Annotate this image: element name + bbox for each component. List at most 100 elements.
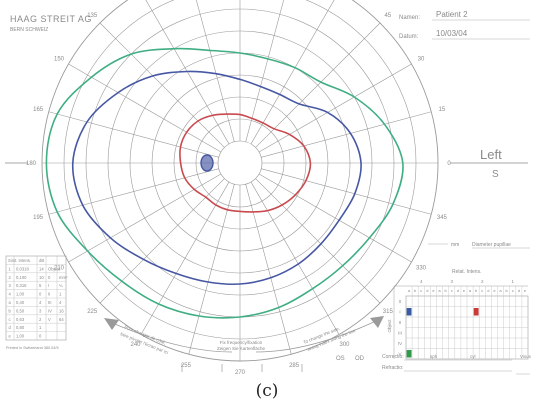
stim-area-cell: 16 xyxy=(59,308,64,313)
isopter-line-0 xyxy=(45,47,404,319)
stim-cell: 0,0318 xyxy=(16,266,29,271)
stim-header-db: dB xyxy=(39,258,44,263)
rel-sub-header: c xyxy=(420,288,422,293)
refractio-label: Refractio: xyxy=(382,365,403,371)
figure-caption: (c) xyxy=(255,381,279,401)
meridian-label: 240 xyxy=(130,342,141,348)
meridian-label: 165 xyxy=(33,107,44,113)
stim-cell: d xyxy=(9,325,12,330)
rel-object-label: Object xyxy=(387,319,392,333)
stim-area-cell: 1 xyxy=(59,292,62,297)
od-label: OD xyxy=(355,356,365,362)
stim-cell: 0,100 xyxy=(16,275,27,280)
field-grid xyxy=(41,0,439,362)
stim-area-cell: 4 xyxy=(59,300,62,305)
meridian-line xyxy=(258,63,412,153)
meridian-line xyxy=(145,0,230,145)
stim-cell: 0 xyxy=(39,334,42,339)
blind-spot xyxy=(200,154,214,172)
rel-sub-header: b xyxy=(414,288,417,293)
meridian-line xyxy=(245,0,284,142)
patient-name-value: Patient 2 xyxy=(436,10,468,19)
visus-label: Visus xyxy=(520,354,532,359)
meridian-label: 0 xyxy=(447,161,451,167)
stim-area-cell: 0 xyxy=(48,275,51,280)
rel-sub-header: d xyxy=(518,288,520,293)
sph-label: sph xyxy=(430,354,438,359)
rel-intensity-mark xyxy=(406,308,412,316)
date-value: 10/03/04 xyxy=(436,29,468,38)
rel-group-header: 2 xyxy=(481,279,484,284)
rel-sub-header: d xyxy=(457,288,459,293)
rel-sub-header: b xyxy=(445,288,448,293)
meridian-label: 330 xyxy=(416,266,427,272)
stim-cell: 1 xyxy=(39,325,42,330)
meridian-line xyxy=(255,178,381,304)
meridian-label: 30 xyxy=(418,57,425,63)
stim-cell: 2 xyxy=(39,317,42,322)
meridian-label: 270 xyxy=(235,370,246,376)
rel-row-label: 0 xyxy=(399,299,402,304)
stim-cell: 14 xyxy=(39,266,44,271)
stim-cell: e xyxy=(9,334,12,339)
printer-note: Printed in Switzerland 380.04/5 xyxy=(6,346,59,350)
stim-cell: 4 xyxy=(9,292,12,297)
meridian-line xyxy=(68,63,222,153)
rel-row-label: I xyxy=(399,310,400,315)
meridian-labels: 0153045607590105120135150165180195210225… xyxy=(26,13,451,376)
stim-cell: 5 xyxy=(39,283,42,288)
rel-sub-header: e xyxy=(493,288,496,293)
stim-cell: 0,50 xyxy=(16,308,25,313)
relative-intensity-table: Relat. Intens.4 3 2 1a b c d e a b c d e a b c d e a b c d eOb… xyxy=(387,269,529,360)
rel-intensity-title: Relat. Intens. xyxy=(452,269,481,275)
meridian-label: 255 xyxy=(181,363,192,369)
stim-cell: 1,00 xyxy=(16,292,25,297)
meridian-label: 150 xyxy=(54,57,65,63)
meridian-line xyxy=(48,168,219,215)
rel-row-label: V xyxy=(398,352,401,357)
stim-area-cell: I xyxy=(48,283,49,288)
meridian-line xyxy=(258,173,412,263)
rel-row-label: IV xyxy=(398,341,402,346)
stim-area-cell: mm² xyxy=(59,275,68,280)
meridian-label: 195 xyxy=(33,215,44,221)
stimulus-table: Sinit. Intens. dB1 0,0318 142 0,100 103 0,316 5… xyxy=(5,255,68,350)
meridian-label: 180 xyxy=(26,161,37,167)
meridian-label: 15 xyxy=(439,107,446,113)
stim-area-cell: III xyxy=(48,300,52,305)
rel-sub-header: d xyxy=(487,288,489,293)
stim-area-cell: 64 xyxy=(59,317,64,322)
rel-sub-header: a xyxy=(469,288,472,293)
os-label: OS xyxy=(336,356,345,362)
brand-name: HAAG STREIT AG xyxy=(10,14,92,24)
cyl-label: cyl xyxy=(470,354,476,359)
stim-cell: 0,316 xyxy=(16,283,27,288)
rel-sub-header: d xyxy=(426,288,428,293)
meridian-line xyxy=(99,178,225,304)
meridian-label: 300 xyxy=(339,342,350,348)
stim-cell: c xyxy=(9,317,11,322)
isopter-line-2 xyxy=(179,113,312,213)
brand-subtitle: BERN SCHWEIZ xyxy=(10,27,48,33)
meridian-label: 315 xyxy=(383,309,394,315)
stim-cell: a xyxy=(9,300,12,305)
meridian-line xyxy=(68,173,222,263)
stim-cell: 2 xyxy=(9,275,12,280)
isopters xyxy=(45,47,404,319)
meridian-line xyxy=(261,168,432,215)
meridian-label: 45 xyxy=(384,13,391,19)
fixation-text-2: Zeigen Sie Kartenfläche xyxy=(217,346,266,351)
rel-group-header: 1 xyxy=(511,279,514,284)
rel-sub-header: e xyxy=(524,288,527,293)
meridian-label: 285 xyxy=(289,363,300,369)
rel-sub-header: a xyxy=(438,288,441,293)
stim-cell: 0,80 xyxy=(16,325,25,330)
stim-cell: 4 xyxy=(39,300,42,305)
rel-intensity-mark xyxy=(406,350,412,358)
meridian-label: 210 xyxy=(54,266,65,272)
eye-side-label: Left xyxy=(480,147,502,162)
patient-name-label: Namen: xyxy=(399,15,420,21)
stim-area-cell: V xyxy=(48,317,51,322)
meridian-line xyxy=(255,22,381,148)
stim-cell: 3 xyxy=(39,308,42,313)
